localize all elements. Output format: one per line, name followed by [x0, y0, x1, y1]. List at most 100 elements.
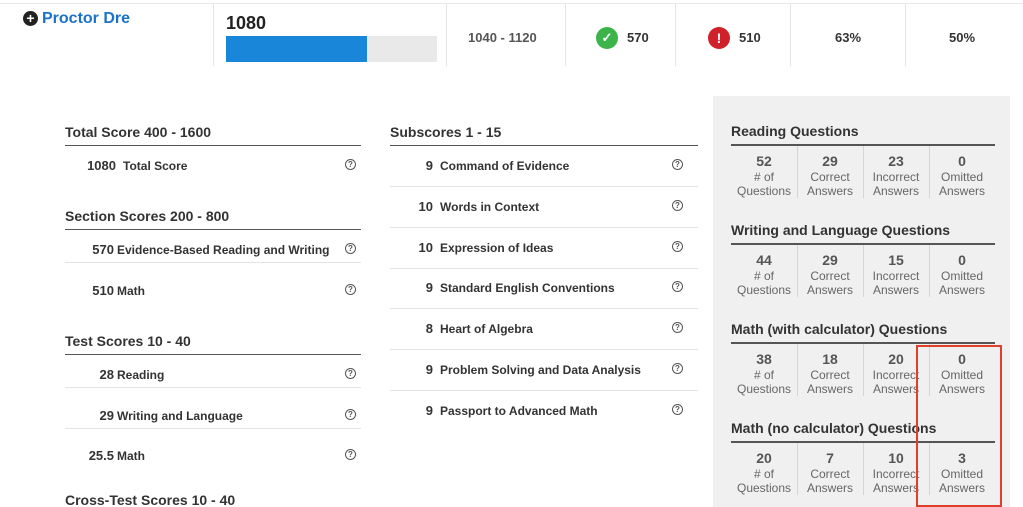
row-divider [390, 349, 698, 351]
help-icon[interactable]: ? [345, 449, 356, 460]
correct-icon: ✓ [596, 27, 618, 49]
incorrect-score: 510 [739, 30, 761, 45]
cell-divider [797, 245, 798, 297]
answer-label: Answers [806, 382, 853, 396]
answer-label: Incorrect [872, 368, 920, 382]
top-border [0, 3, 1023, 4]
answer-label: Correct [810, 467, 850, 481]
answer-label: Correct [810, 170, 850, 184]
subscore-label: Heart of Algebra [440, 322, 533, 337]
subscore-value: 10 [418, 198, 433, 214]
student-name[interactable]: Proctor Dre [42, 10, 131, 27]
total-score: 1080 [226, 13, 267, 33]
subscore-value: 9 [425, 402, 433, 418]
answer-label: # of [753, 368, 774, 382]
row-divider [390, 226, 698, 228]
cell-divider [929, 146, 930, 198]
help-icon[interactable]: ? [672, 322, 683, 334]
answer-label: Questions [736, 481, 792, 495]
section-title: Cross-Test Scores 10 - 40 [65, 492, 236, 507]
answer-count: 7 [826, 450, 834, 466]
section-title: Total Score 400 - 1600 [65, 124, 212, 140]
help-icon[interactable]: ? [672, 199, 683, 211]
answer-label: Incorrect [872, 170, 920, 184]
subscore-label: Standard English Conventions [440, 281, 615, 296]
answer-label: # of [753, 269, 774, 283]
score-value: 1080 [87, 158, 116, 173]
group-title: Math (with calculator) Questions [731, 321, 948, 337]
answer-count: 10 [888, 450, 904, 466]
subscore-label: Command of Evidence [440, 159, 570, 173]
answer-label: Answers [872, 184, 919, 198]
group-rule [731, 441, 995, 443]
answer-label: Answers [806, 481, 853, 495]
score-label: Reading [117, 368, 165, 382]
score-value: 28 [99, 367, 114, 382]
group-rule [731, 243, 995, 245]
help-icon[interactable]: ? [672, 363, 683, 374]
answer-label: Incorrect [872, 467, 920, 481]
answer-label: Answers [938, 283, 985, 297]
score-label: Math [117, 283, 145, 298]
help-icon[interactable]: ? [672, 403, 683, 415]
section-rule [390, 145, 698, 146]
help-icon[interactable]: ? [345, 368, 356, 379]
expand-icon[interactable]: + [23, 11, 38, 26]
answer-count: 44 [756, 252, 772, 268]
answer-count: 0 [958, 252, 966, 268]
help-icon[interactable]: ? [345, 408, 356, 420]
score-value: 570 [92, 242, 114, 257]
score-cell [213, 4, 447, 66]
answer-count: 20 [756, 450, 772, 466]
answer-label: Correct [810, 269, 850, 283]
help-icon[interactable]: ? [345, 283, 356, 295]
row-divider [65, 387, 361, 388]
help-icon[interactable]: ? [672, 281, 683, 293]
row-divider [65, 262, 361, 263]
cell-divider [790, 4, 791, 66]
group-title: Reading Questions [731, 123, 859, 139]
answer-count: 18 [822, 351, 838, 367]
answer-count: 20 [888, 351, 904, 367]
answer-count: 15 [888, 252, 904, 268]
answer-label: Omitted [940, 467, 983, 481]
answer-label: Answers [872, 382, 919, 396]
help-icon[interactable]: ? [672, 240, 683, 252]
answer-label: Answers [806, 184, 853, 198]
answer-label: Answers [938, 382, 985, 396]
score-label: Writing and Language [117, 408, 243, 423]
section-title: Subscores 1 - 15 [390, 124, 502, 140]
cell-divider [929, 344, 930, 396]
subscore-value: 9 [425, 158, 433, 173]
subscore-label: Words in Context [440, 199, 540, 214]
answer-label: Answers [938, 184, 985, 198]
answer-label: # of [753, 467, 774, 481]
answer-label: Correct [810, 368, 850, 382]
answer-count: 0 [958, 351, 966, 367]
subscore-label: Expression of Ideas [440, 240, 554, 255]
help-icon[interactable]: ? [672, 159, 683, 170]
cell-divider [675, 4, 676, 66]
group-title: Math (no calculator) Questions [731, 420, 937, 436]
score-label: Total Score [123, 159, 188, 173]
cell-divider [797, 443, 798, 495]
section-rule [65, 354, 361, 355]
cell-divider [863, 146, 864, 198]
row-divider [390, 308, 698, 310]
help-icon[interactable]: ? [345, 159, 356, 170]
score-value: 510 [92, 282, 114, 298]
answer-label: Omitted [940, 269, 983, 283]
answer-count: 52 [756, 153, 772, 169]
help-icon[interactable]: ? [345, 243, 356, 254]
cell-divider [905, 4, 906, 66]
section-title: Test Scores 10 - 40 [65, 333, 191, 349]
highlight-box [916, 345, 1002, 507]
correct-score: 570 [627, 30, 649, 45]
score-value: 29 [99, 407, 114, 423]
group-rule [731, 144, 995, 146]
cell-divider [565, 4, 566, 66]
subscore-value: 8 [425, 321, 433, 337]
cell-divider [863, 245, 864, 297]
group-title: Writing and Language Questions [731, 222, 951, 238]
